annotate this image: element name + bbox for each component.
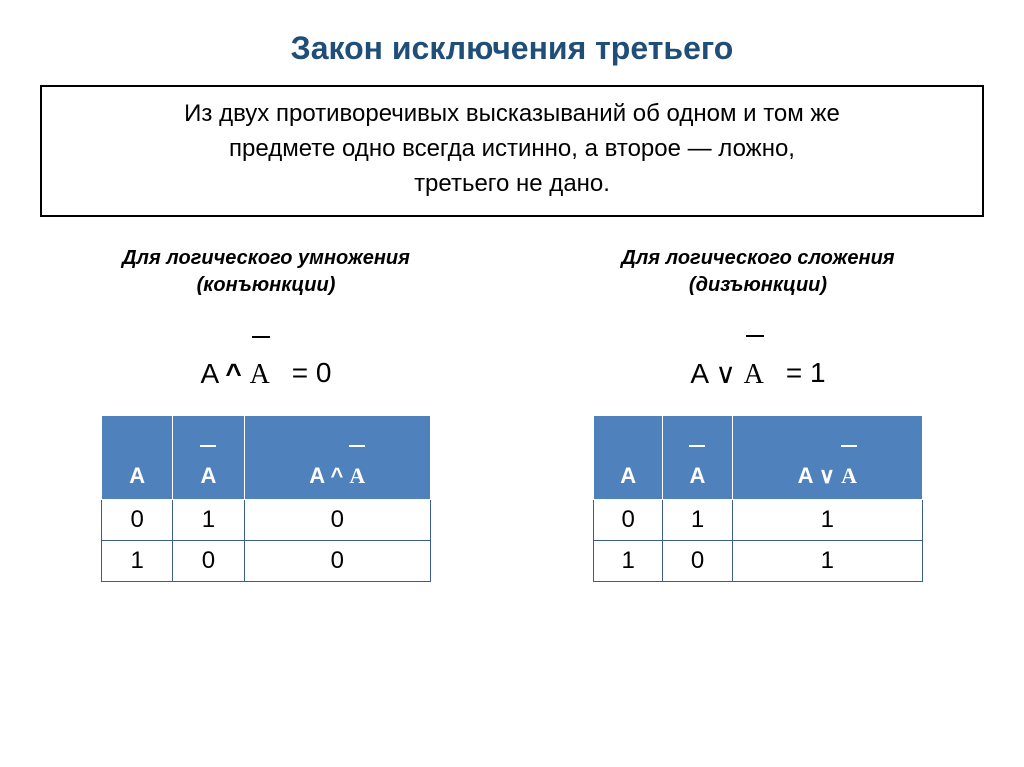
col-header-a-or-not-a: A ∨ A — [732, 416, 922, 500]
table-cell: 1 — [102, 541, 173, 582]
table-cell: 1 — [663, 500, 732, 541]
disjunction-truth-table: A A A ∨ — [593, 415, 923, 582]
definition-line-1: Из двух противоречивых высказываний об о… — [58, 97, 966, 132]
columns-wrap: Для логического умножения (конъюнкции) A… — [40, 245, 984, 582]
disjunction-formula-lhs: A ∨ A — [690, 357, 763, 391]
disjunction-formula-rhs: = 1 — [786, 357, 826, 391]
col-header-a: A — [594, 416, 663, 500]
col-header-not-a: A — [173, 416, 244, 500]
conjunction-subheading-l2: (конъюнкции) — [122, 272, 410, 299]
col-header-not-a: A — [663, 416, 732, 500]
table-row: 0 1 1 — [594, 500, 923, 541]
conjunction-formula-rhs: = 0 — [292, 357, 332, 391]
formula-op-and: ^ — [225, 358, 241, 389]
disjunction-subheading-l1: Для логического сложения — [621, 245, 894, 272]
col-header-a-and-not-a: A ^ A — [244, 416, 430, 500]
formula-var-not-a: A — [250, 359, 270, 390]
conjunction-subheading: Для логического умножения (конъюнкции) — [122, 245, 410, 299]
table-cell: 0 — [173, 541, 244, 582]
table-cell: 1 — [732, 500, 922, 541]
disjunction-column: Для логического сложения (дизъюнкции) A … — [532, 245, 984, 582]
page-title: Закон исключения третьего — [40, 30, 984, 67]
formula-var-a: A — [201, 358, 218, 389]
conjunction-formula: A ^ A = 0 — [201, 335, 332, 391]
not-bar-icon — [746, 335, 764, 337]
table-cell: 0 — [102, 500, 173, 541]
conjunction-subheading-l1: Для логического умножения — [122, 245, 410, 272]
disjunction-formula: A ∨ A = 1 — [690, 335, 825, 391]
conjunction-formula-lhs: A ^ A — [201, 358, 270, 391]
table-row: 1 0 1 — [594, 541, 923, 582]
table-cell: 0 — [594, 500, 663, 541]
not-bar-icon — [200, 445, 216, 447]
table-cell: 1 — [732, 541, 922, 582]
table-row: 1 0 0 — [102, 541, 431, 582]
definition-box: Из двух противоречивых высказываний об о… — [40, 85, 984, 217]
not-bar-icon — [252, 336, 270, 338]
formula-op-or: ∨ — [715, 359, 736, 390]
not-bar-icon — [689, 445, 705, 447]
table-cell: 1 — [594, 541, 663, 582]
formula-var-a: A — [690, 358, 707, 389]
not-bar-icon — [349, 445, 365, 447]
table-cell: 1 — [173, 500, 244, 541]
col-header-a: A — [102, 416, 173, 500]
table-header-row: A A A ∨ — [594, 416, 923, 500]
table-row: 0 1 0 — [102, 500, 431, 541]
not-bar-icon — [841, 445, 857, 447]
table-cell: 0 — [244, 500, 430, 541]
table-cell: 0 — [244, 541, 430, 582]
disjunction-subheading-l2: (дизъюнкции) — [621, 272, 894, 299]
conjunction-column: Для логического умножения (конъюнкции) A… — [40, 245, 492, 582]
slide-root: Закон исключения третьего Из двух против… — [0, 0, 1024, 622]
definition-line-2: предмете одно всегда истинно, а второе —… — [58, 132, 966, 167]
table-header-row: A A A ^ — [102, 416, 431, 500]
definition-line-3: третьего не дано. — [58, 167, 966, 202]
table-cell: 0 — [663, 541, 732, 582]
conjunction-truth-table: A A A ^ — [101, 415, 431, 582]
disjunction-subheading: Для логического сложения (дизъюнкции) — [621, 245, 894, 299]
formula-var-not-a: A — [744, 359, 764, 390]
